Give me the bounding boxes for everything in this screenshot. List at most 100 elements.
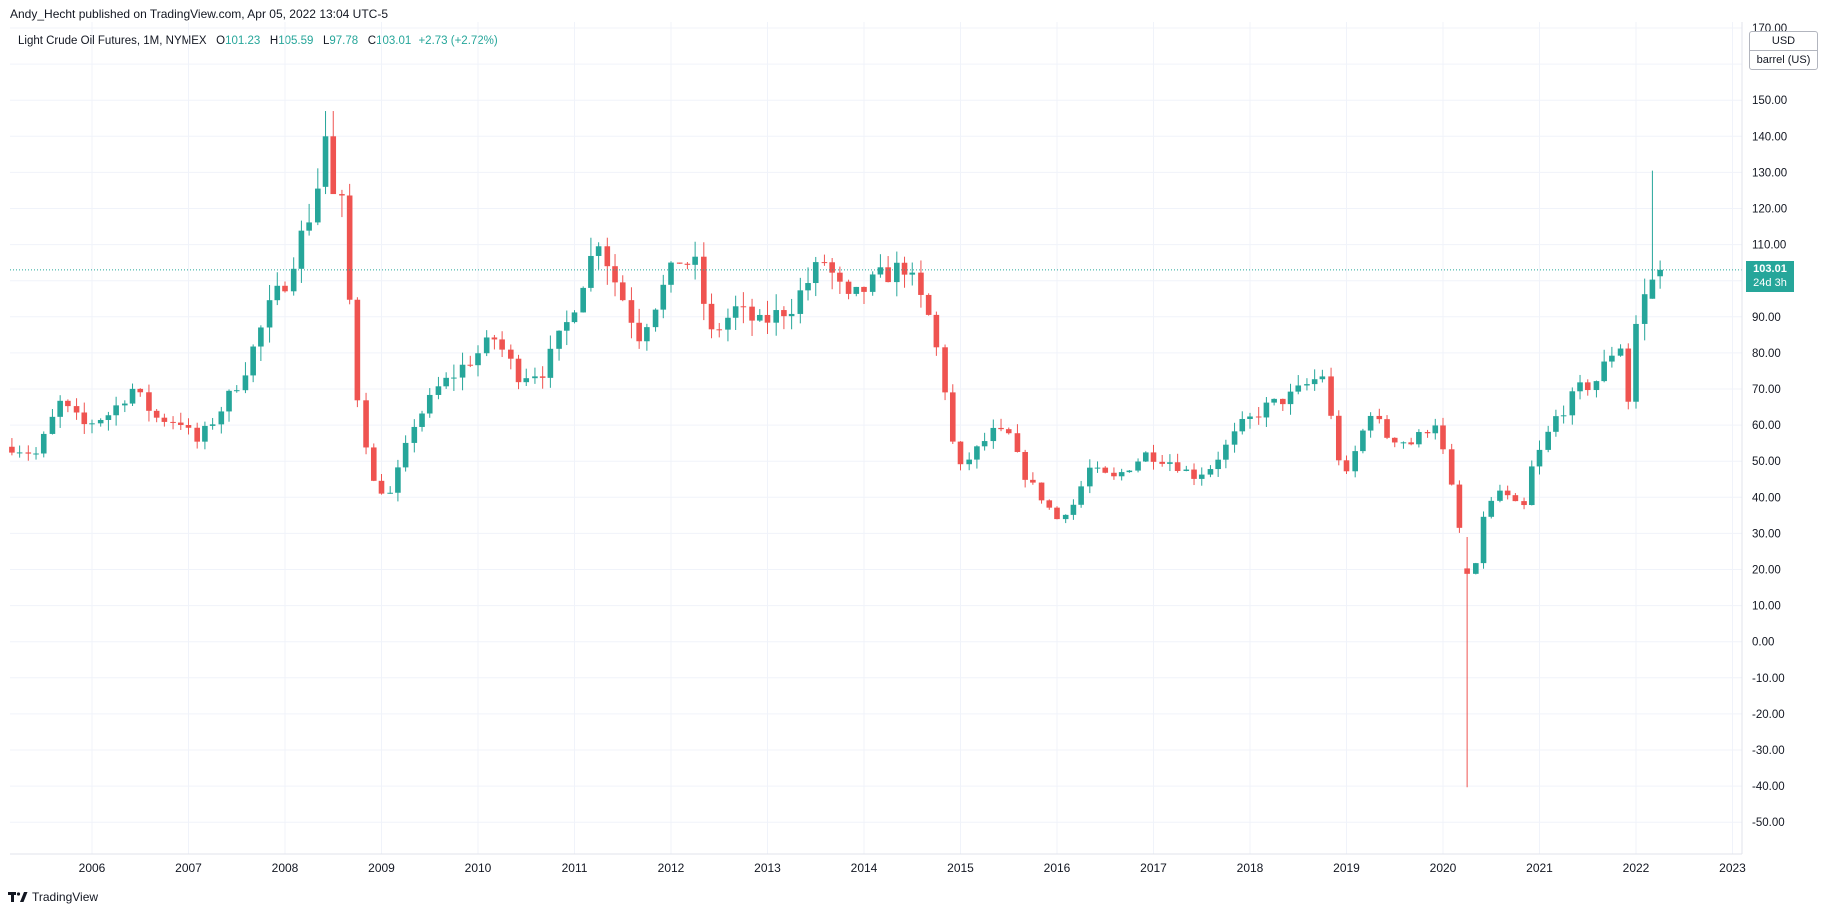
candle	[1512, 493, 1519, 502]
candle-body	[692, 256, 698, 265]
candle-body	[1416, 432, 1422, 445]
candle-body	[1304, 384, 1310, 386]
candle	[40, 431, 47, 458]
candle	[451, 364, 457, 391]
candle	[426, 388, 433, 418]
candle	[49, 408, 56, 435]
candle	[274, 272, 281, 306]
candle	[73, 398, 80, 420]
candle-body	[571, 312, 578, 323]
high-value: 105.59	[278, 35, 314, 47]
candle-body	[1641, 294, 1648, 324]
candle	[1488, 497, 1495, 519]
candle	[1391, 437, 1398, 448]
y-tick-label: 80.00	[1752, 348, 1781, 360]
candle	[1617, 344, 1624, 357]
candle-body	[483, 337, 490, 354]
last-price-badge: 103.01 24d 3h	[1746, 261, 1794, 292]
candle-body	[523, 378, 530, 383]
y-tick-label: -30.00	[1752, 745, 1785, 757]
candle	[483, 330, 490, 357]
candle-body	[580, 287, 586, 313]
candle-body	[1038, 482, 1045, 501]
candle	[619, 275, 626, 302]
candle-body	[1167, 462, 1173, 464]
candle	[1424, 429, 1431, 438]
candle	[1295, 375, 1302, 395]
x-tick-label: 2006	[79, 861, 106, 875]
candle-body	[981, 441, 988, 447]
candle	[1497, 484, 1503, 503]
candle	[773, 294, 779, 336]
candle-body	[315, 188, 321, 223]
candle	[1593, 380, 1600, 398]
candle	[1360, 428, 1366, 454]
candle-body	[354, 299, 361, 401]
candle-body	[9, 446, 15, 453]
candle-body	[612, 266, 618, 283]
candle	[837, 266, 843, 294]
candle-body	[749, 306, 755, 321]
candle	[242, 362, 249, 394]
candle	[370, 443, 377, 482]
candle-body	[628, 300, 635, 323]
candle-body	[49, 416, 56, 434]
candle-body	[877, 267, 884, 275]
candle-body	[1391, 437, 1398, 443]
candle-body	[137, 388, 144, 393]
candle	[1014, 424, 1021, 453]
candle	[170, 416, 176, 430]
x-tick-label: 2011	[562, 861, 588, 875]
candle-body	[1440, 425, 1446, 450]
candle	[1287, 383, 1294, 415]
candle-body	[467, 364, 474, 366]
candle-body	[1464, 568, 1470, 574]
candle-body	[1609, 355, 1615, 362]
candle	[756, 309, 763, 322]
candle	[363, 392, 369, 455]
candle-body	[660, 284, 667, 310]
candle	[378, 474, 385, 495]
candle-body	[1343, 460, 1350, 472]
candle	[1480, 511, 1487, 569]
candle-body	[1545, 431, 1551, 450]
candle-body	[1118, 472, 1125, 477]
candle	[1126, 470, 1133, 473]
candle-body	[1504, 490, 1511, 496]
footer-brand[interactable]: TradingView	[8, 890, 98, 904]
candle-body	[122, 403, 128, 406]
candle-body	[1135, 461, 1141, 471]
candle	[636, 308, 642, 349]
candle	[298, 220, 305, 283]
candle	[250, 344, 256, 383]
candle-body	[539, 376, 546, 378]
candle	[1247, 412, 1253, 429]
y-tick-label: 20.00	[1752, 565, 1781, 577]
unit-selector[interactable]: USD barrel (US)	[1749, 31, 1818, 70]
candle	[1280, 398, 1286, 411]
candle	[853, 286, 860, 297]
chart-grid	[10, 22, 1742, 854]
currency-label[interactable]: USD	[1771, 35, 1796, 47]
candle-body	[57, 400, 63, 417]
candle	[185, 418, 192, 435]
candle-body	[1376, 415, 1383, 420]
candle	[122, 400, 128, 413]
candle	[1352, 445, 1358, 478]
candle	[901, 256, 908, 288]
unit-label[interactable]: barrel (US)	[1750, 50, 1817, 69]
open-label: O	[216, 35, 226, 47]
y-tick-label: 0.00	[1752, 637, 1774, 649]
candle-body	[1295, 385, 1302, 392]
candle	[226, 389, 232, 422]
candle-body	[918, 272, 924, 295]
candle	[547, 335, 554, 388]
candle	[1584, 379, 1591, 396]
candle-body	[1070, 504, 1077, 515]
candle	[1553, 409, 1559, 437]
close-label: C	[367, 35, 377, 47]
x-tick-label: 2015	[947, 861, 974, 875]
candle-body	[282, 285, 288, 292]
candle	[1223, 439, 1229, 469]
